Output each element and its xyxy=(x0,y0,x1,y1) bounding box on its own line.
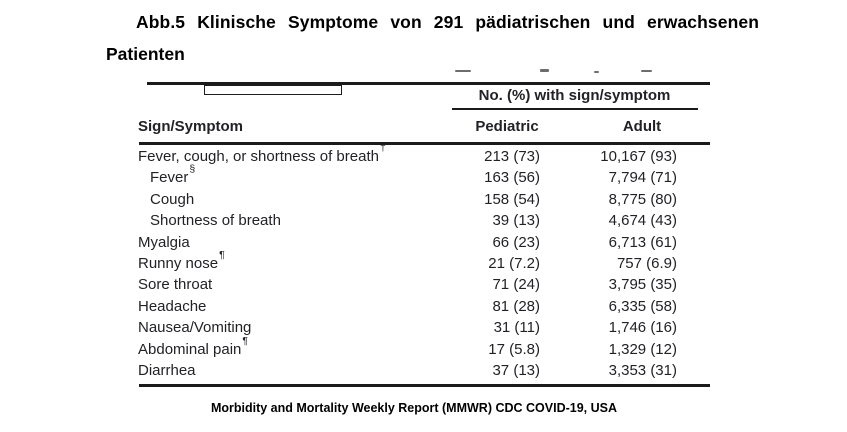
footnote-marker: ¶ xyxy=(242,334,249,347)
footnote-marker: § xyxy=(189,163,196,176)
symptom-label: Shortness of breath xyxy=(150,212,281,230)
table-row: Myalgia 66 (23) 6,713 (61) xyxy=(138,232,710,253)
table-row: Shortness of breath 39 (13) 4,674 (43) xyxy=(138,210,710,231)
column-header-sign-symptom: Sign/Symptom xyxy=(138,118,244,135)
symptom-label: Sore throat xyxy=(138,276,213,294)
column-group-header: No. (%) with sign/symptom xyxy=(478,87,671,104)
cropped-text-remnant xyxy=(540,69,549,72)
table-row: Headache 81 (28) 6,335 (58) xyxy=(138,296,710,317)
table-row: Fever§ 163 (56) 7,794 (71) xyxy=(138,164,710,188)
adult-value: 3,795 (35) xyxy=(608,276,677,294)
adult-value: 4,674 (43) xyxy=(608,212,677,230)
footnote-marker: † xyxy=(379,142,386,154)
table-row: Abdominal pain¶ 17 (5.8) 1,329 (12) xyxy=(138,335,710,360)
symptom-label: Nausea/Vomiting xyxy=(138,319,252,337)
adult-value: 8,775 (80) xyxy=(608,190,677,208)
pediatric-value: 163 (56) xyxy=(484,169,540,187)
table-bottom-rule xyxy=(139,384,710,387)
pediatric-value: 31 (11) xyxy=(493,319,540,337)
symptom-label: Headache xyxy=(138,297,207,315)
cropped-text-remnant xyxy=(594,71,599,73)
cropped-text-remnant xyxy=(455,70,471,72)
symptom-label: Diarrhea xyxy=(138,362,196,380)
symptom-label: Abdominal pain xyxy=(138,340,242,358)
symptom-label: Myalgia xyxy=(138,233,190,251)
pediatric-value: 66 (23) xyxy=(492,233,540,251)
adult-value: 3,353 (31) xyxy=(608,362,677,380)
header-bottom-rule xyxy=(139,142,710,145)
adult-value: 1,746 (16) xyxy=(608,319,677,337)
symptom-label: Cough xyxy=(150,190,195,208)
table-row: Cough 158 (54) 8,775 (80) xyxy=(138,189,710,210)
figure-caption-line2: Patienten xyxy=(106,44,185,64)
pediatric-value: 17 (5.8) xyxy=(488,340,540,358)
pediatric-value: 158 (54) xyxy=(484,190,540,208)
source-footer: Morbidity and Mortality Weekly Report (M… xyxy=(210,401,618,415)
pediatric-value: 81 (28) xyxy=(492,297,540,315)
adult-value: 10,167 (93) xyxy=(600,148,677,165)
symptom-label: Fever, cough, or shortness of breath xyxy=(138,148,379,165)
adult-value: 6,335 (58) xyxy=(608,297,677,315)
whiteout-box xyxy=(204,85,342,95)
table-top-rule xyxy=(147,82,710,85)
adult-value: 7,794 (71) xyxy=(608,169,677,187)
table-row: Nausea/Vomiting 31 (11) 1,746 (16) xyxy=(138,317,710,338)
table-row: Sore throat 71 (24) 3,795 (35) xyxy=(138,274,710,295)
pediatric-value: 39 (13) xyxy=(492,212,540,230)
table-row: Runny nose¶ 21 (7.2) 757 (6.9) xyxy=(138,250,710,274)
adult-value: 757 (6.9) xyxy=(616,255,677,273)
figure-caption-line1: Abb.5 Klinische Symptome von 291 pädiatr… xyxy=(136,12,759,32)
symptom-label: Runny nose xyxy=(138,255,219,273)
table-row: Diarrhea 37 (13) 3,353 (31) xyxy=(138,360,710,381)
footnote-marker xyxy=(190,228,191,240)
column-header-pediatric: Pediatric xyxy=(475,118,539,135)
table-row: Fever, cough, or shortness of breath† 21… xyxy=(138,143,710,167)
table-body: Fever, cough, or shortness of breath† 21… xyxy=(138,143,710,381)
footnote-marker xyxy=(196,356,197,368)
cropped-text-remnant xyxy=(641,70,652,72)
group-header-rule xyxy=(452,108,698,110)
adult-value: 6,713 (61) xyxy=(608,233,677,251)
column-header-adult: Adult xyxy=(622,118,662,135)
footnote-marker: ¶ xyxy=(219,249,225,262)
pediatric-value: 213 (73) xyxy=(484,148,540,165)
symptom-label: Fever xyxy=(150,169,189,187)
pediatric-value: 37 (13) xyxy=(492,362,540,380)
symptoms-table: Fever, cough, or shortness of breath† 21… xyxy=(138,143,710,381)
footnote-marker xyxy=(281,206,282,218)
pediatric-value: 21 (7.2) xyxy=(488,255,540,273)
pediatric-value: 71 (24) xyxy=(492,276,540,294)
adult-value: 1,329 (12) xyxy=(608,340,677,358)
